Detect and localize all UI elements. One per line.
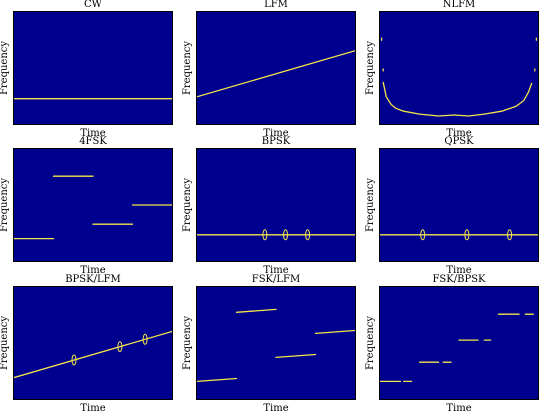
panel-title: QPSK (444, 136, 474, 147)
phase-transition-mark (420, 229, 426, 241)
plot-svg (197, 229, 355, 241)
phase-transition-mark (283, 229, 288, 241)
panel-title: NLFM (442, 0, 476, 10)
plot-svg (197, 308, 355, 383)
x-axis-label: Time (263, 403, 289, 414)
x-axis-label: Time (80, 265, 106, 276)
plot-area (13, 11, 173, 125)
y-axis-label: Frequency (182, 315, 193, 371)
y-axis-label: Frequency (0, 177, 10, 233)
panel-title: FSK/LFM (251, 274, 301, 285)
y-axis-label: Frequency (182, 40, 193, 96)
plot-svg (14, 98, 172, 100)
plot-area (13, 148, 173, 262)
y-axis-label: Frequency (0, 40, 10, 96)
signal-trace (314, 329, 355, 335)
signal-trace (197, 377, 238, 383)
y-axis-label: Frequency (0, 315, 10, 371)
plot-svg (14, 175, 172, 240)
plot-area (196, 286, 356, 400)
plot-area (13, 286, 173, 400)
plot-svg (380, 313, 534, 383)
plot-area (379, 11, 539, 125)
phase-transition-mark (507, 229, 513, 241)
y-axis-label: Frequency (182, 177, 193, 233)
x-axis-label: Time (80, 128, 106, 139)
panel-title: LFM (264, 0, 288, 10)
signal-trace (197, 50, 355, 98)
x-axis-label: Time (446, 128, 472, 139)
phase-transition-mark (117, 341, 123, 353)
x-axis-label: Time (80, 403, 106, 414)
signal-trace (382, 81, 533, 117)
signal-trace (275, 353, 317, 359)
y-axis-label: Frequency (365, 40, 376, 96)
plot-svg (380, 229, 538, 241)
x-axis-label: Time (263, 265, 289, 276)
y-axis-label: Frequency (365, 315, 376, 371)
plot-area (196, 148, 356, 262)
plot-area (196, 11, 356, 125)
panel-title: 4FSK (79, 136, 107, 147)
phase-transition-mark (262, 229, 268, 241)
phase-transition-mark (71, 354, 77, 366)
plot-svg (14, 330, 172, 379)
panel-title: BPSK (261, 136, 291, 147)
panel-title: CW (84, 0, 102, 10)
signal-trace (14, 330, 172, 379)
plot-area (379, 148, 539, 262)
y-axis-label: Frequency (365, 177, 376, 233)
plot-svg (197, 50, 355, 98)
phase-transition-mark (464, 229, 470, 241)
plot-area (379, 286, 539, 400)
phase-transition-mark (142, 333, 148, 345)
x-axis-label: Time (446, 265, 472, 276)
phase-transition-mark (305, 229, 311, 241)
signal-trace (235, 308, 277, 313)
panel-title: BPSK/LFM (65, 274, 121, 285)
plot-svg (380, 37, 538, 117)
x-axis-label: Time (263, 128, 289, 139)
panel-title: FSK/BPSK (432, 274, 486, 285)
x-axis-label: Time (446, 403, 472, 414)
